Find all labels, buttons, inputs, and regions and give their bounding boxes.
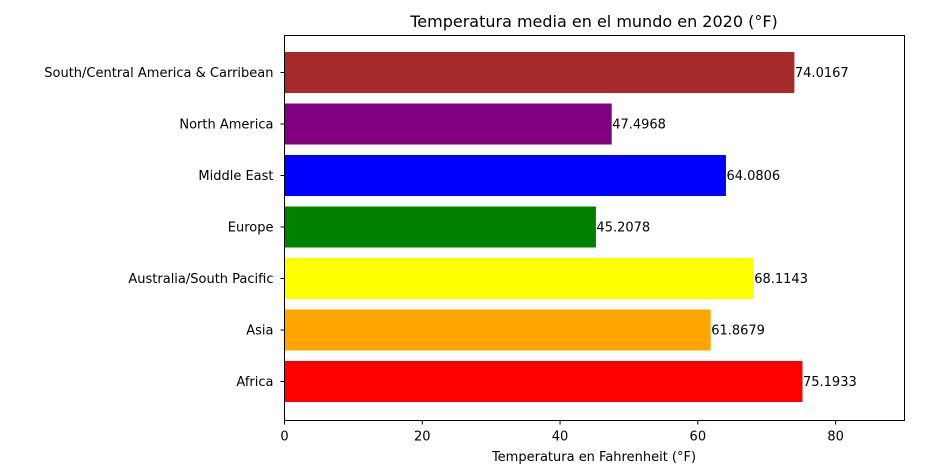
x-axis: 0 20 40 60 80 [280, 420, 844, 445]
bar [284, 155, 726, 196]
bar [284, 206, 596, 248]
bar [284, 361, 803, 402]
y-tick-label: Middle East [198, 169, 273, 184]
y-tick-label: Asia [246, 324, 273, 339]
y-axis: Africa Asia Australia/South Pacific Europe M… [44, 66, 285, 390]
bar-value-label: 61.8679 [711, 324, 765, 339]
bars-layer: 75.1933 61.8679 68.1143 45.2078 64.0806 47.49… [284, 52, 857, 402]
bar [284, 309, 711, 351]
bar [284, 52, 795, 93]
y-tick-label: Africa [236, 375, 273, 390]
bar-value-label: 68.1143 [754, 272, 808, 287]
chart-title: Temperatura media en el mundo en 2020 (°… [409, 12, 778, 31]
bar [284, 258, 754, 299]
bar-value-label: 47.4968 [612, 118, 666, 133]
bar-value-label: 75.1933 [803, 375, 857, 390]
bar [284, 103, 612, 145]
bar-value-label: 64.0806 [726, 169, 780, 184]
y-tick-label: Europe [228, 221, 274, 236]
x-tick-label: 80 [827, 430, 844, 445]
y-tick-label: South/Central America & Carribean [44, 66, 273, 81]
x-tick-label: 60 [690, 430, 707, 445]
plot-frame [284, 35, 905, 421]
bar-value-label: 74.0167 [795, 66, 849, 81]
x-axis-label: Temperatura en Fahrenheit (°F) [491, 450, 696, 465]
bar-value-label: 45.2078 [596, 221, 650, 236]
x-tick-label: 0 [280, 430, 288, 445]
x-tick-label: 20 [414, 430, 431, 445]
y-tick-label: Australia/South Pacific [128, 272, 273, 287]
x-tick-label: 40 [552, 430, 569, 445]
y-tick-label: North America [179, 118, 273, 133]
